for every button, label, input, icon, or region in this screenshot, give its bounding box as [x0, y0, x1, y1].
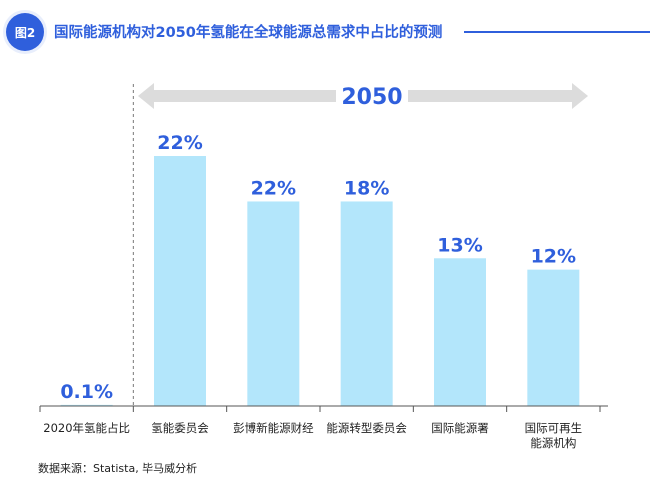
range-label: 2050 [341, 85, 402, 110]
chart-title: 国际能源机构对2050年氢能在全球能源总需求中占比的预测 [54, 25, 443, 41]
category-label: 彭博新能源财经 [233, 421, 314, 435]
range-arrow-right-head [572, 83, 588, 109]
category-label: 2020年氢能占比 [43, 421, 130, 435]
bar [434, 258, 486, 406]
data-source-note: 数据来源：Statista, 毕马威分析 [38, 462, 198, 475]
data-label: 22% [157, 132, 202, 154]
figure-badge: 图2 [6, 13, 44, 51]
title-rule [464, 31, 650, 33]
category-label: 氢能委员会 [151, 421, 209, 435]
range-arrow-left-head [138, 83, 154, 109]
bar [527, 269, 580, 406]
data-label: 13% [437, 234, 482, 256]
category-label: 国际能源署 [431, 421, 489, 435]
category-label: 国际可再生 [525, 421, 583, 435]
bar [340, 201, 393, 406]
data-label: 22% [251, 177, 296, 199]
data-label: 18% [344, 177, 389, 199]
category-label: 能源转型委员会 [326, 421, 407, 435]
bar [154, 156, 206, 406]
range-label-bg [336, 82, 408, 110]
data-label: 0.1% [60, 381, 113, 403]
bar [247, 201, 300, 406]
data-label: 12% [531, 246, 576, 268]
bar [60, 404, 113, 406]
header: 图2 国际能源机构对2050年氢能在全球能源总需求中占比的预测 [0, 0, 656, 60]
category-label: 能源机构 [530, 436, 576, 450]
